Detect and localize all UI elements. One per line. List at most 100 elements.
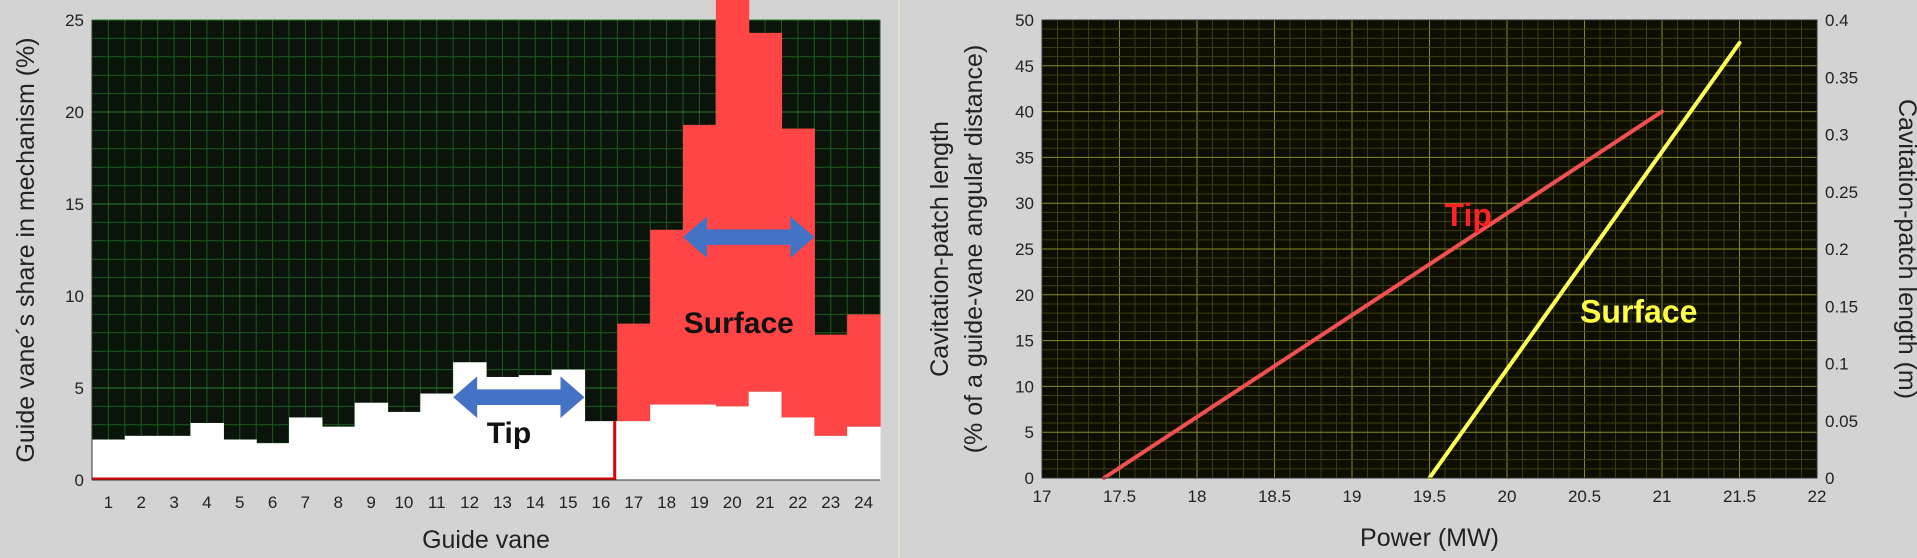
x-tick-label: 9 <box>366 493 375 512</box>
y-tick-label-right: 0.3 <box>1825 126 1849 145</box>
x-tick-label: 19.5 <box>1413 487 1446 506</box>
cavitation-length-chart: Tip Surface 17 17.5 18 18.5 19 19.5 20 20.5 21 21.5… <box>926 11 1917 552</box>
bar-surface <box>814 334 848 436</box>
x-tick-label: 19 <box>1343 487 1362 506</box>
annotation-surface: Surface <box>684 307 794 340</box>
x-tick-label: 22 <box>788 493 807 512</box>
y-tick-label-right: 0.2 <box>1825 240 1849 259</box>
y-tick-label: 25 <box>65 11 84 30</box>
y-tick-label-left: 5 <box>1025 423 1034 442</box>
bar-tip <box>814 435 848 480</box>
right-chart-panel: Tip Surface 17 17.5 18 18.5 19 19.5 20 20.5 21 21.5… <box>900 0 1917 558</box>
x-axis-title: Guide vane <box>422 526 550 554</box>
bar-surface <box>748 32 783 392</box>
y-tick-label: 15 <box>65 195 84 214</box>
x-tick-label: 1 <box>104 493 113 512</box>
y-tick-label-left: 15 <box>1015 332 1034 351</box>
x-tick-label: 4 <box>202 493 211 512</box>
x-tick-label: 20 <box>1498 487 1517 506</box>
bar-surface <box>683 124 717 405</box>
plot-frame <box>1041 19 1818 479</box>
y-tick-label-left: 40 <box>1015 103 1034 122</box>
x-tick-label: 5 <box>235 493 244 512</box>
x-tick-label: 13 <box>493 493 512 512</box>
tip-range-arrow <box>453 376 585 418</box>
y-tick-label-left: 50 <box>1015 11 1034 30</box>
y-tick-label-left: 20 <box>1015 286 1034 305</box>
x-tick-label: 18 <box>657 493 676 512</box>
y-axis-title-line2: (% of a guide-vane angular distance) <box>960 45 988 454</box>
bar-tip <box>420 393 454 480</box>
y-tick-label-left: 45 <box>1015 57 1034 76</box>
y-axis-title-line1: Cavitation-patch length <box>926 121 954 377</box>
bar-tip <box>223 439 257 480</box>
bar-tip <box>321 426 356 480</box>
bar-tip <box>157 435 192 480</box>
x-tick-label: 3 <box>169 493 178 512</box>
x-tick-label: 14 <box>526 493 545 512</box>
x-tick-label: 16 <box>591 493 610 512</box>
x-tick-label: 21.5 <box>1723 487 1756 506</box>
annotation-tip: Tip <box>487 417 531 450</box>
y-tick-label-right: 0.35 <box>1825 68 1858 87</box>
y-tick-label-right: 0.25 <box>1825 183 1858 202</box>
x-tick-label: 12 <box>460 493 479 512</box>
bar-tip <box>715 406 750 480</box>
x-tick-label: 7 <box>301 493 310 512</box>
y-tick-label-right: 0 <box>1825 469 1834 488</box>
x-tick-label: 8 <box>334 493 343 512</box>
x-tick-label: 11 <box>428 493 446 512</box>
x-tick-label: 17.5 <box>1103 487 1136 506</box>
x-tick-label: 20.5 <box>1568 487 1601 506</box>
bar-tip <box>650 404 684 480</box>
x-tick-label: 6 <box>268 493 277 512</box>
annotation-surface: Surface <box>1580 293 1697 329</box>
bar-surface <box>847 314 881 427</box>
y-axis-title: Guide vane´s share in mechanism (%) <box>12 37 40 462</box>
y-tick-label: 20 <box>65 103 84 122</box>
x-axis-title: Power (MW) <box>1360 524 1499 552</box>
bar-tip <box>781 417 815 480</box>
bar-tip <box>847 426 881 480</box>
y-tick-label-right: 0.05 <box>1825 412 1858 431</box>
x-tick-label: 24 <box>854 493 873 512</box>
bar-surface <box>617 323 651 422</box>
x-tick-label: 18.5 <box>1258 487 1291 506</box>
series-line-tip <box>1102 109 1664 480</box>
y-tick-label: 10 <box>65 287 84 306</box>
bar-tip <box>584 421 618 480</box>
bar-surface <box>781 128 815 418</box>
y-tick-label: 0 <box>75 471 84 490</box>
x-tick-label: 17 <box>624 493 643 512</box>
bar-tip <box>387 411 421 480</box>
x-tick-label: 21 <box>756 493 775 512</box>
surface-baseline-line <box>92 421 617 481</box>
y-tick-label-left: 30 <box>1015 194 1034 213</box>
series-line-surface <box>1427 40 1742 480</box>
surface-range-arrow <box>683 216 815 258</box>
y-axis-title-right: Cavitation-patch length (m) <box>1893 99 1917 399</box>
x-tick-label: 19 <box>690 493 709 512</box>
bar-tip <box>453 362 487 480</box>
x-tick-label: 22 <box>1808 487 1827 506</box>
y-tick-label-right: 0.15 <box>1825 297 1858 316</box>
y-tick-label-left: 35 <box>1015 148 1034 167</box>
bar-tip <box>190 422 224 480</box>
y-tick-label-left: 25 <box>1015 240 1034 259</box>
bar-tip <box>617 421 651 480</box>
x-tick-label: 17 <box>1033 487 1052 506</box>
bar-surface <box>715 0 750 407</box>
y-tick-label-right: 0.1 <box>1825 355 1849 374</box>
y-tick-label-left: 10 <box>1015 377 1034 396</box>
bar-tip <box>124 435 159 480</box>
bar-tip <box>354 402 389 480</box>
bar-tip <box>748 391 783 480</box>
x-tick-label: 10 <box>394 493 413 512</box>
bar-tip <box>256 443 290 480</box>
bar-tip <box>289 417 323 480</box>
x-tick-label: 2 <box>137 493 146 512</box>
x-tick-label: 20 <box>723 493 742 512</box>
x-tick-label: 21 <box>1653 487 1672 506</box>
x-tick-label: 23 <box>821 493 840 512</box>
